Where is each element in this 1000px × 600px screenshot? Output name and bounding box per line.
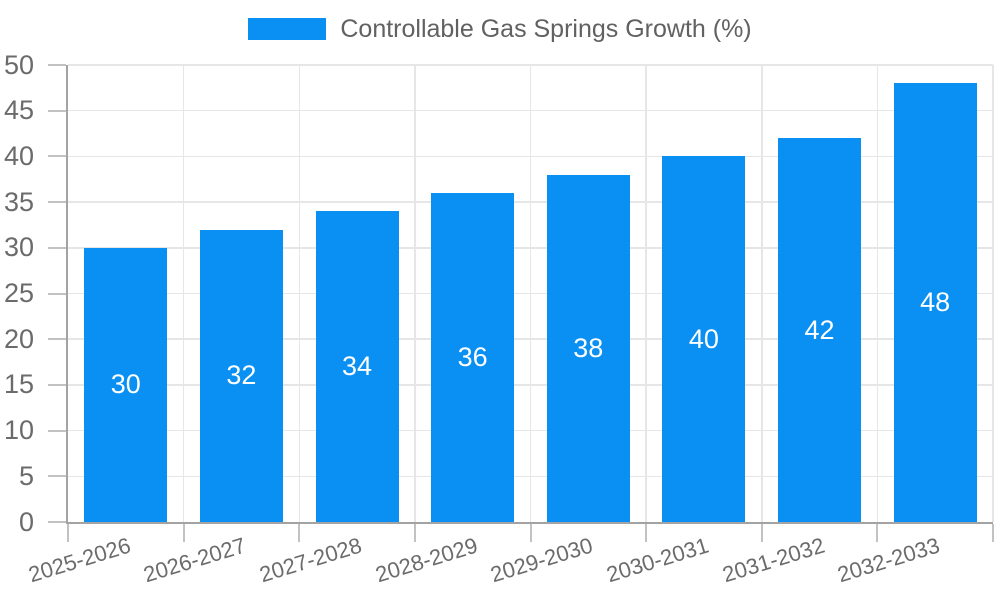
chart-legend-item[interactable]: Controllable Gas Springs Growth (%)	[0, 14, 1000, 44]
y-axis-tick	[48, 521, 66, 523]
y-axis-tick-label: 20	[3, 323, 34, 354]
vertical-gridline	[876, 65, 879, 522]
y-axis-tick	[48, 429, 66, 432]
bar	[893, 83, 977, 522]
y-axis-tick	[48, 109, 66, 112]
x-axis-tick	[67, 524, 69, 542]
y-axis-tick-label: 10	[3, 415, 34, 446]
vertical-gridline	[182, 65, 185, 522]
y-axis-line	[66, 65, 68, 524]
vertical-gridline	[992, 65, 994, 522]
bar	[546, 174, 630, 522]
vertical-gridline	[414, 65, 416, 522]
bar-value-label: 30	[110, 369, 141, 400]
x-axis-line	[66, 522, 993, 524]
y-axis-tick-label: 45	[3, 95, 34, 126]
bar-value-label: 38	[573, 332, 604, 363]
y-axis-tick	[48, 292, 66, 295]
x-axis-tick	[760, 524, 763, 542]
x-axis-tick	[529, 524, 532, 542]
x-axis-tick	[645, 524, 648, 542]
x-axis-tick	[876, 524, 879, 542]
bar	[315, 211, 399, 522]
bar	[84, 247, 168, 522]
y-axis-tick	[48, 64, 66, 66]
x-axis-tick	[298, 524, 301, 542]
y-axis-tick-label: 15	[3, 369, 34, 400]
y-axis-tick-label: 0	[18, 506, 34, 537]
bar	[662, 156, 746, 522]
legend-swatch	[248, 18, 327, 40]
y-axis-tick	[48, 246, 66, 249]
y-axis-tick	[48, 201, 66, 204]
y-axis-tick-label: 30	[3, 232, 34, 263]
bar	[431, 192, 515, 522]
vertical-gridline	[761, 65, 763, 522]
bar-value-label: 42	[804, 314, 835, 345]
vertical-gridline	[645, 65, 647, 522]
bar-value-label: 40	[688, 323, 719, 354]
x-axis-tick	[992, 524, 994, 542]
bar	[778, 138, 862, 522]
x-axis-tick	[182, 524, 185, 542]
bar-value-label: 36	[457, 341, 488, 372]
y-axis-tick	[48, 338, 66, 341]
bar-value-label: 34	[342, 351, 373, 382]
y-axis-tick-label: 40	[3, 140, 34, 171]
y-axis-tick	[48, 383, 66, 386]
bar-value-label: 32	[226, 360, 257, 391]
vertical-gridline	[529, 65, 532, 522]
bar-value-label: 48	[920, 287, 951, 318]
y-axis-tick-label: 35	[3, 186, 34, 217]
legend-label: Controllable Gas Springs Growth (%)	[340, 15, 752, 43]
bar	[199, 229, 283, 522]
y-axis-tick-label: 5	[18, 460, 34, 491]
vertical-gridline	[298, 65, 300, 522]
x-axis-tick	[413, 524, 416, 542]
y-axis-tick	[48, 475, 66, 478]
y-axis-tick-label: 25	[3, 278, 34, 308]
y-axis-tick-label: 50	[3, 49, 34, 80]
y-axis-tick	[48, 155, 66, 158]
